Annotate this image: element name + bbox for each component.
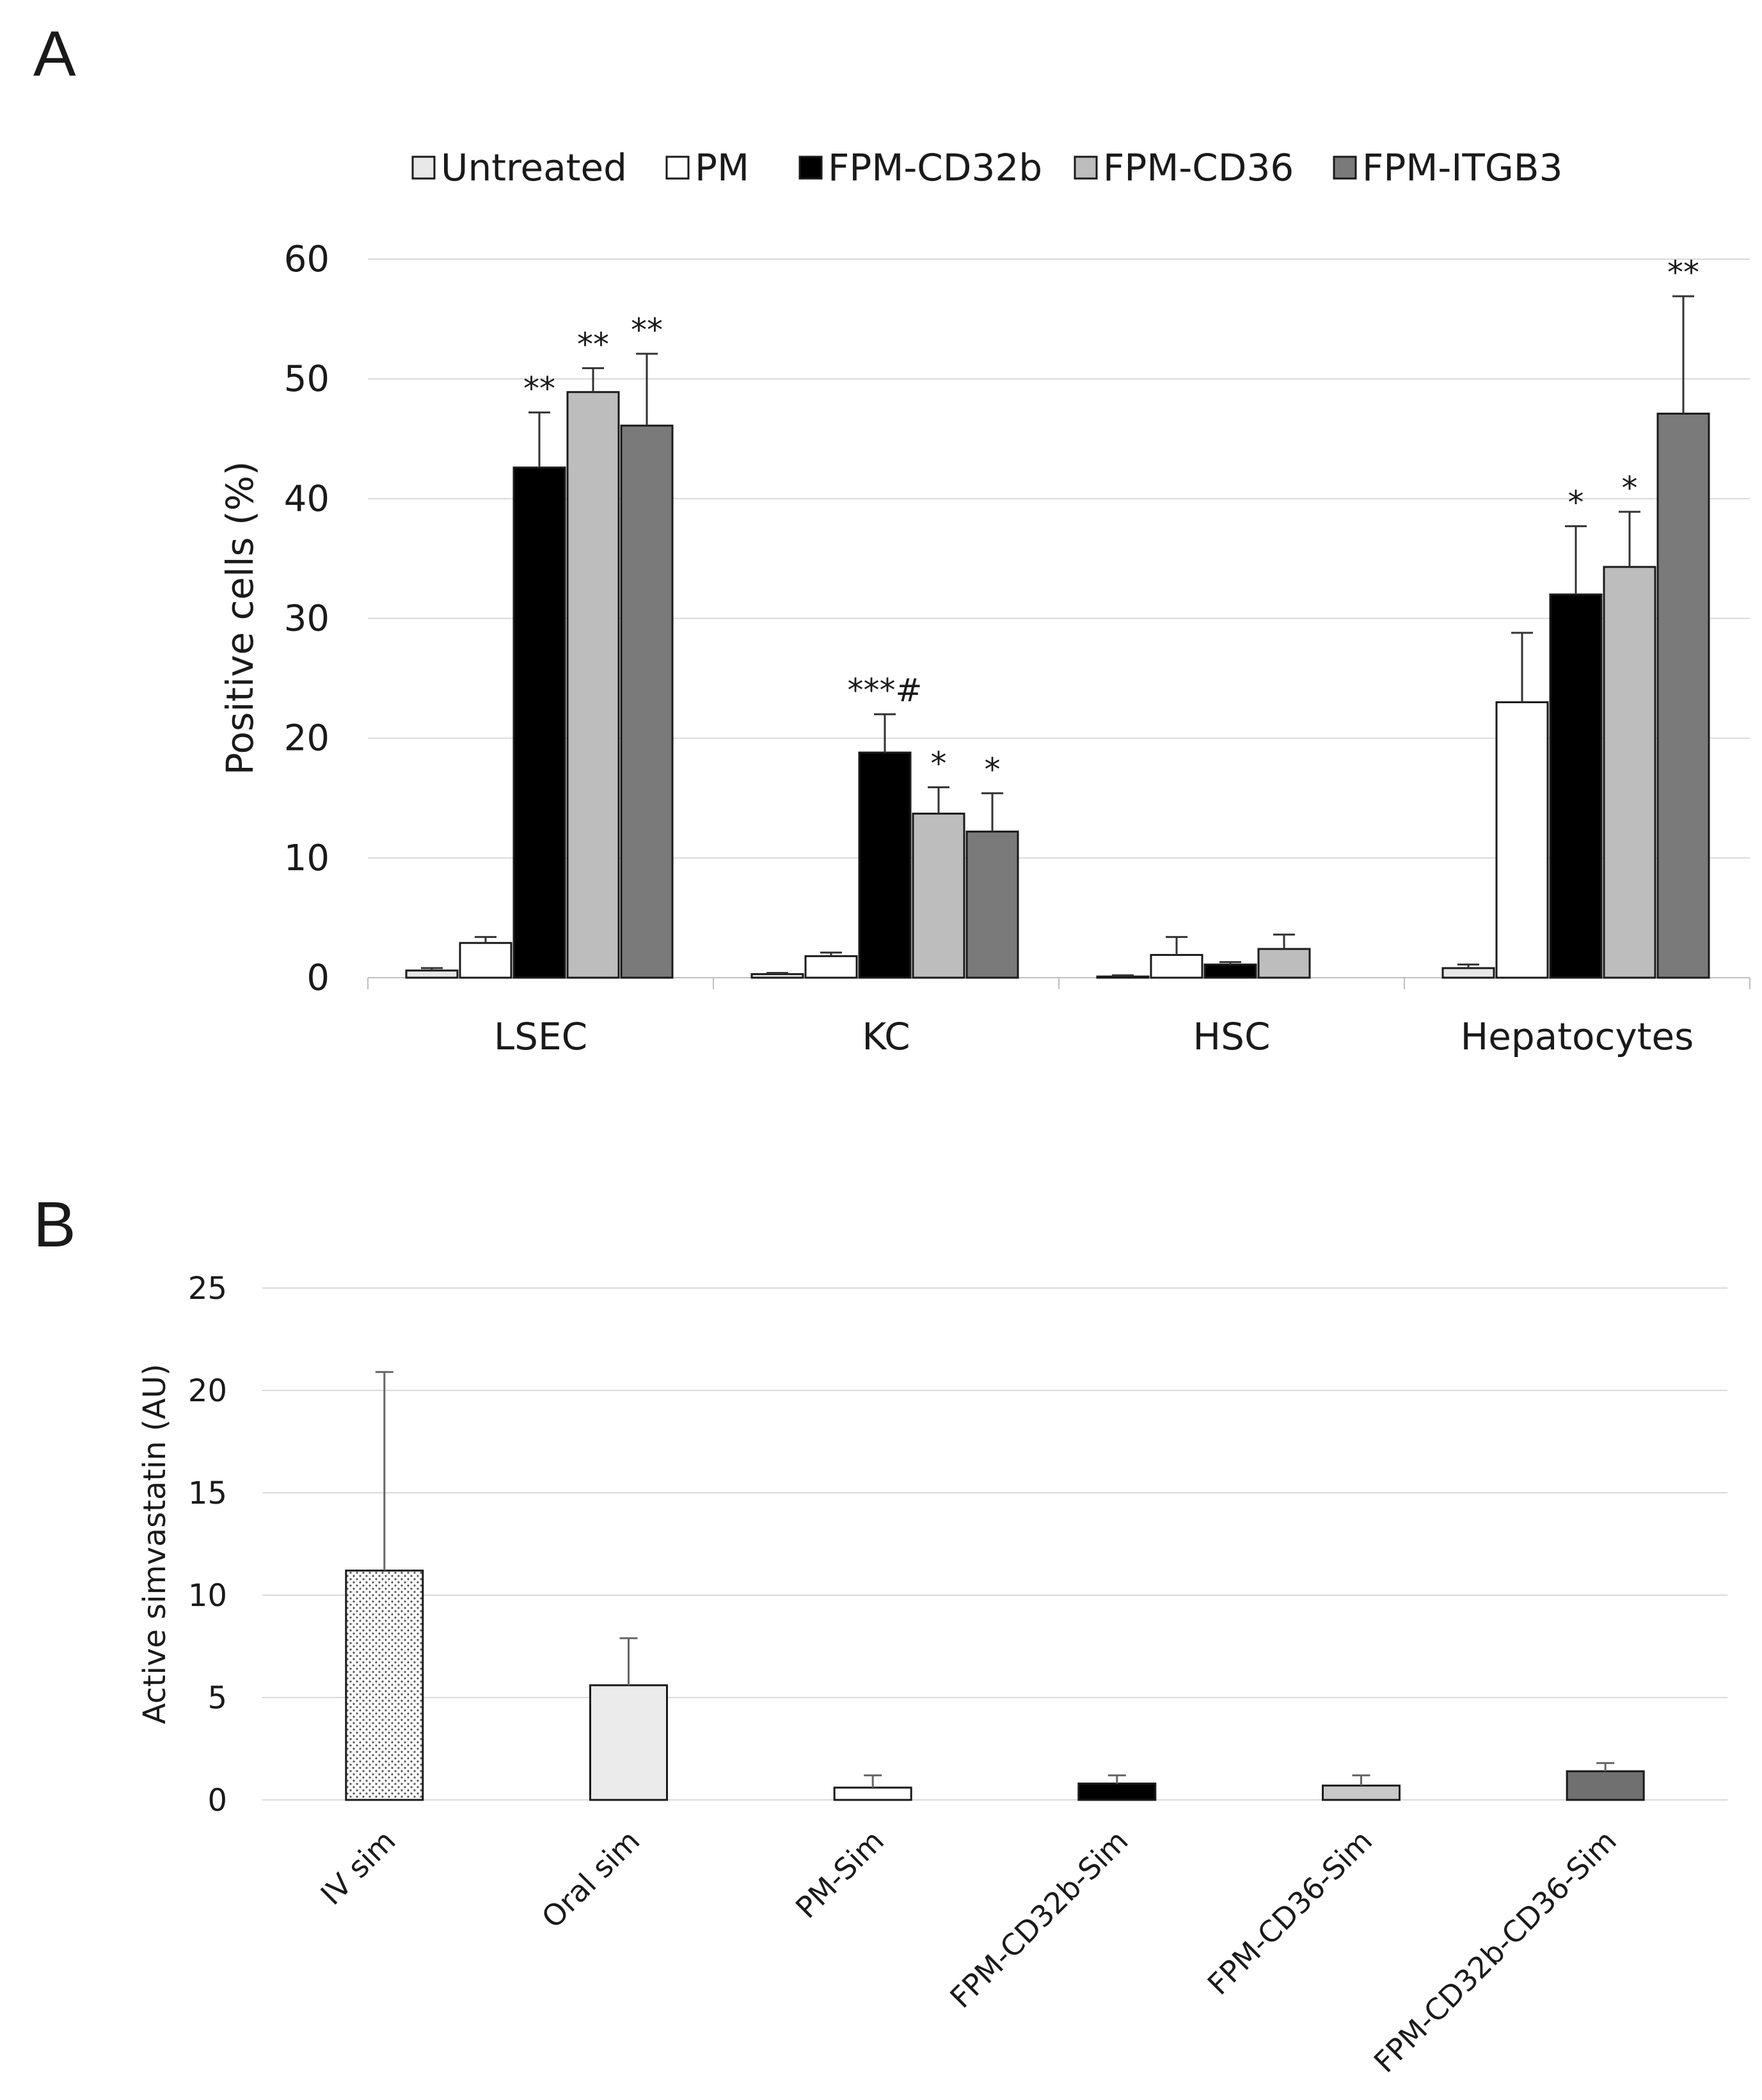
chart-b: B 0 5 10 15 20 25 Active simvastatin (AU) IV si… — [33, 1189, 1727, 2080]
legend-swatch-untreated — [411, 155, 436, 180]
category-label-fpm-cd32b-sim: FPM-CD32b-Sim — [943, 1824, 1134, 2015]
significance-marker: ***# — [848, 672, 923, 709]
panel-label-b: B — [33, 1189, 76, 1261]
y-tick-label-b: 20 — [188, 1373, 227, 1409]
y-tick-label-b: 10 — [188, 1578, 227, 1614]
bar-hepatocytes-untreated — [1441, 967, 1495, 979]
significance-marker: ** — [1667, 254, 1699, 291]
bar-hepatocytes-fpm-cd32b — [1549, 593, 1603, 979]
y-tick-label-a: 60 — [284, 239, 329, 280]
significance-marker: * — [985, 751, 1001, 788]
significance-marker: * — [1622, 470, 1638, 507]
legend-swatch-pm — [665, 155, 690, 180]
bar-kc-fpm-cd32b — [858, 751, 912, 979]
legend-label-fpm-cd36: FPM-CD36 — [1103, 146, 1294, 189]
category-label-fpm-cd32b-cd36-sim: FPM-CD32b-CD36-Sim — [1367, 1824, 1623, 2080]
bar-hsc-fpm-cd36 — [1257, 948, 1311, 979]
bar-hepatocytes-fpm-cd36 — [1603, 566, 1656, 979]
y-axis-title-b: Active simvastatin (AU) — [137, 1364, 173, 1724]
chart-a: A 0 10 20 30 40 50 60 LSEC KC HSC Hepatocytes Posit… — [33, 18, 1750, 1058]
category-label-iv-sim: IV sim — [314, 1824, 402, 1912]
y-tick-label-a: 50 — [284, 358, 329, 400]
bar-lsec-fpm-itgb3 — [620, 424, 674, 979]
y-tick-label-a: 10 — [284, 838, 329, 879]
bar-hepatocytes-pm — [1495, 701, 1549, 979]
y-tick-label-a: 30 — [284, 598, 329, 640]
bar-kc-untreated — [750, 973, 804, 979]
bar-pm-sim — [833, 1786, 912, 1801]
bar-kc-fpm-itgb3 — [965, 831, 1019, 979]
y-tick-label-b: 15 — [188, 1476, 227, 1511]
category-label-pm-sim: PM-Sim — [789, 1824, 891, 1925]
category-label-kc: KC — [862, 1015, 910, 1058]
bar-lsec-untreated — [405, 969, 459, 979]
legend-label-fpm-itgb3: FPM-ITGB3 — [1362, 146, 1562, 189]
panel-label-a: A — [33, 18, 76, 90]
bar-hsc-pm — [1150, 953, 1203, 979]
bar-iv-sim — [345, 1570, 424, 1801]
bar-lsec-fpm-cd36 — [566, 391, 620, 979]
category-label-hepatocytes: Hepatocytes — [1461, 1015, 1694, 1058]
significance-marker: * — [1568, 484, 1584, 521]
bar-fpm-cd32b-sim — [1077, 1782, 1157, 1801]
category-label-fpm-cd36-sim: FPM-CD36-Sim — [1201, 1824, 1379, 2002]
category-label-oral-sim: Oral sim — [535, 1824, 646, 1935]
bar-hsc-untreated — [1096, 975, 1150, 979]
y-tick-label-a: 20 — [284, 718, 329, 760]
bar-kc-pm — [804, 955, 858, 979]
y-tick-label-b: 25 — [188, 1271, 227, 1307]
y-tick-label-a: 0 — [306, 957, 329, 999]
significance-marker: ** — [577, 326, 609, 363]
y-tick-label-a: 40 — [284, 478, 329, 520]
category-label-lsec: LSEC — [494, 1015, 587, 1058]
legend-label-fpm-cd32b: FPM-CD32b — [828, 146, 1042, 189]
significance-marker: * — [931, 745, 947, 782]
y-tick-label-b: 0 — [207, 1783, 227, 1818]
y-tick-label-b: 5 — [207, 1680, 227, 1716]
bar-kc-fpm-cd36 — [912, 813, 965, 979]
bar-lsec-fpm-cd32b — [512, 466, 566, 979]
legend-swatch-fpm-itgb3 — [1333, 155, 1357, 180]
y-axis-title-a: Positive cells (%) — [218, 461, 262, 776]
legend-swatch-fpm-cd36 — [1074, 155, 1098, 180]
legend-swatch-fpm-cd32b — [798, 155, 823, 180]
bar-lsec-pm — [459, 942, 512, 979]
significance-marker: ** — [631, 312, 663, 349]
bar-fpm-cd32b-cd36-sim — [1566, 1770, 1645, 1801]
bar-oral-sim — [589, 1684, 668, 1801]
bar-fpm-cd36-sim — [1322, 1785, 1401, 1801]
legend-label-pm: PM — [695, 146, 749, 189]
bar-hepatocytes-fpm-itgb3 — [1656, 412, 1710, 979]
bar-hsc-fpm-cd32b — [1203, 963, 1257, 979]
category-label-hsc: HSC — [1193, 1015, 1271, 1058]
significance-marker: ** — [523, 370, 555, 408]
legend-label-untreated: Untreated — [441, 146, 627, 189]
